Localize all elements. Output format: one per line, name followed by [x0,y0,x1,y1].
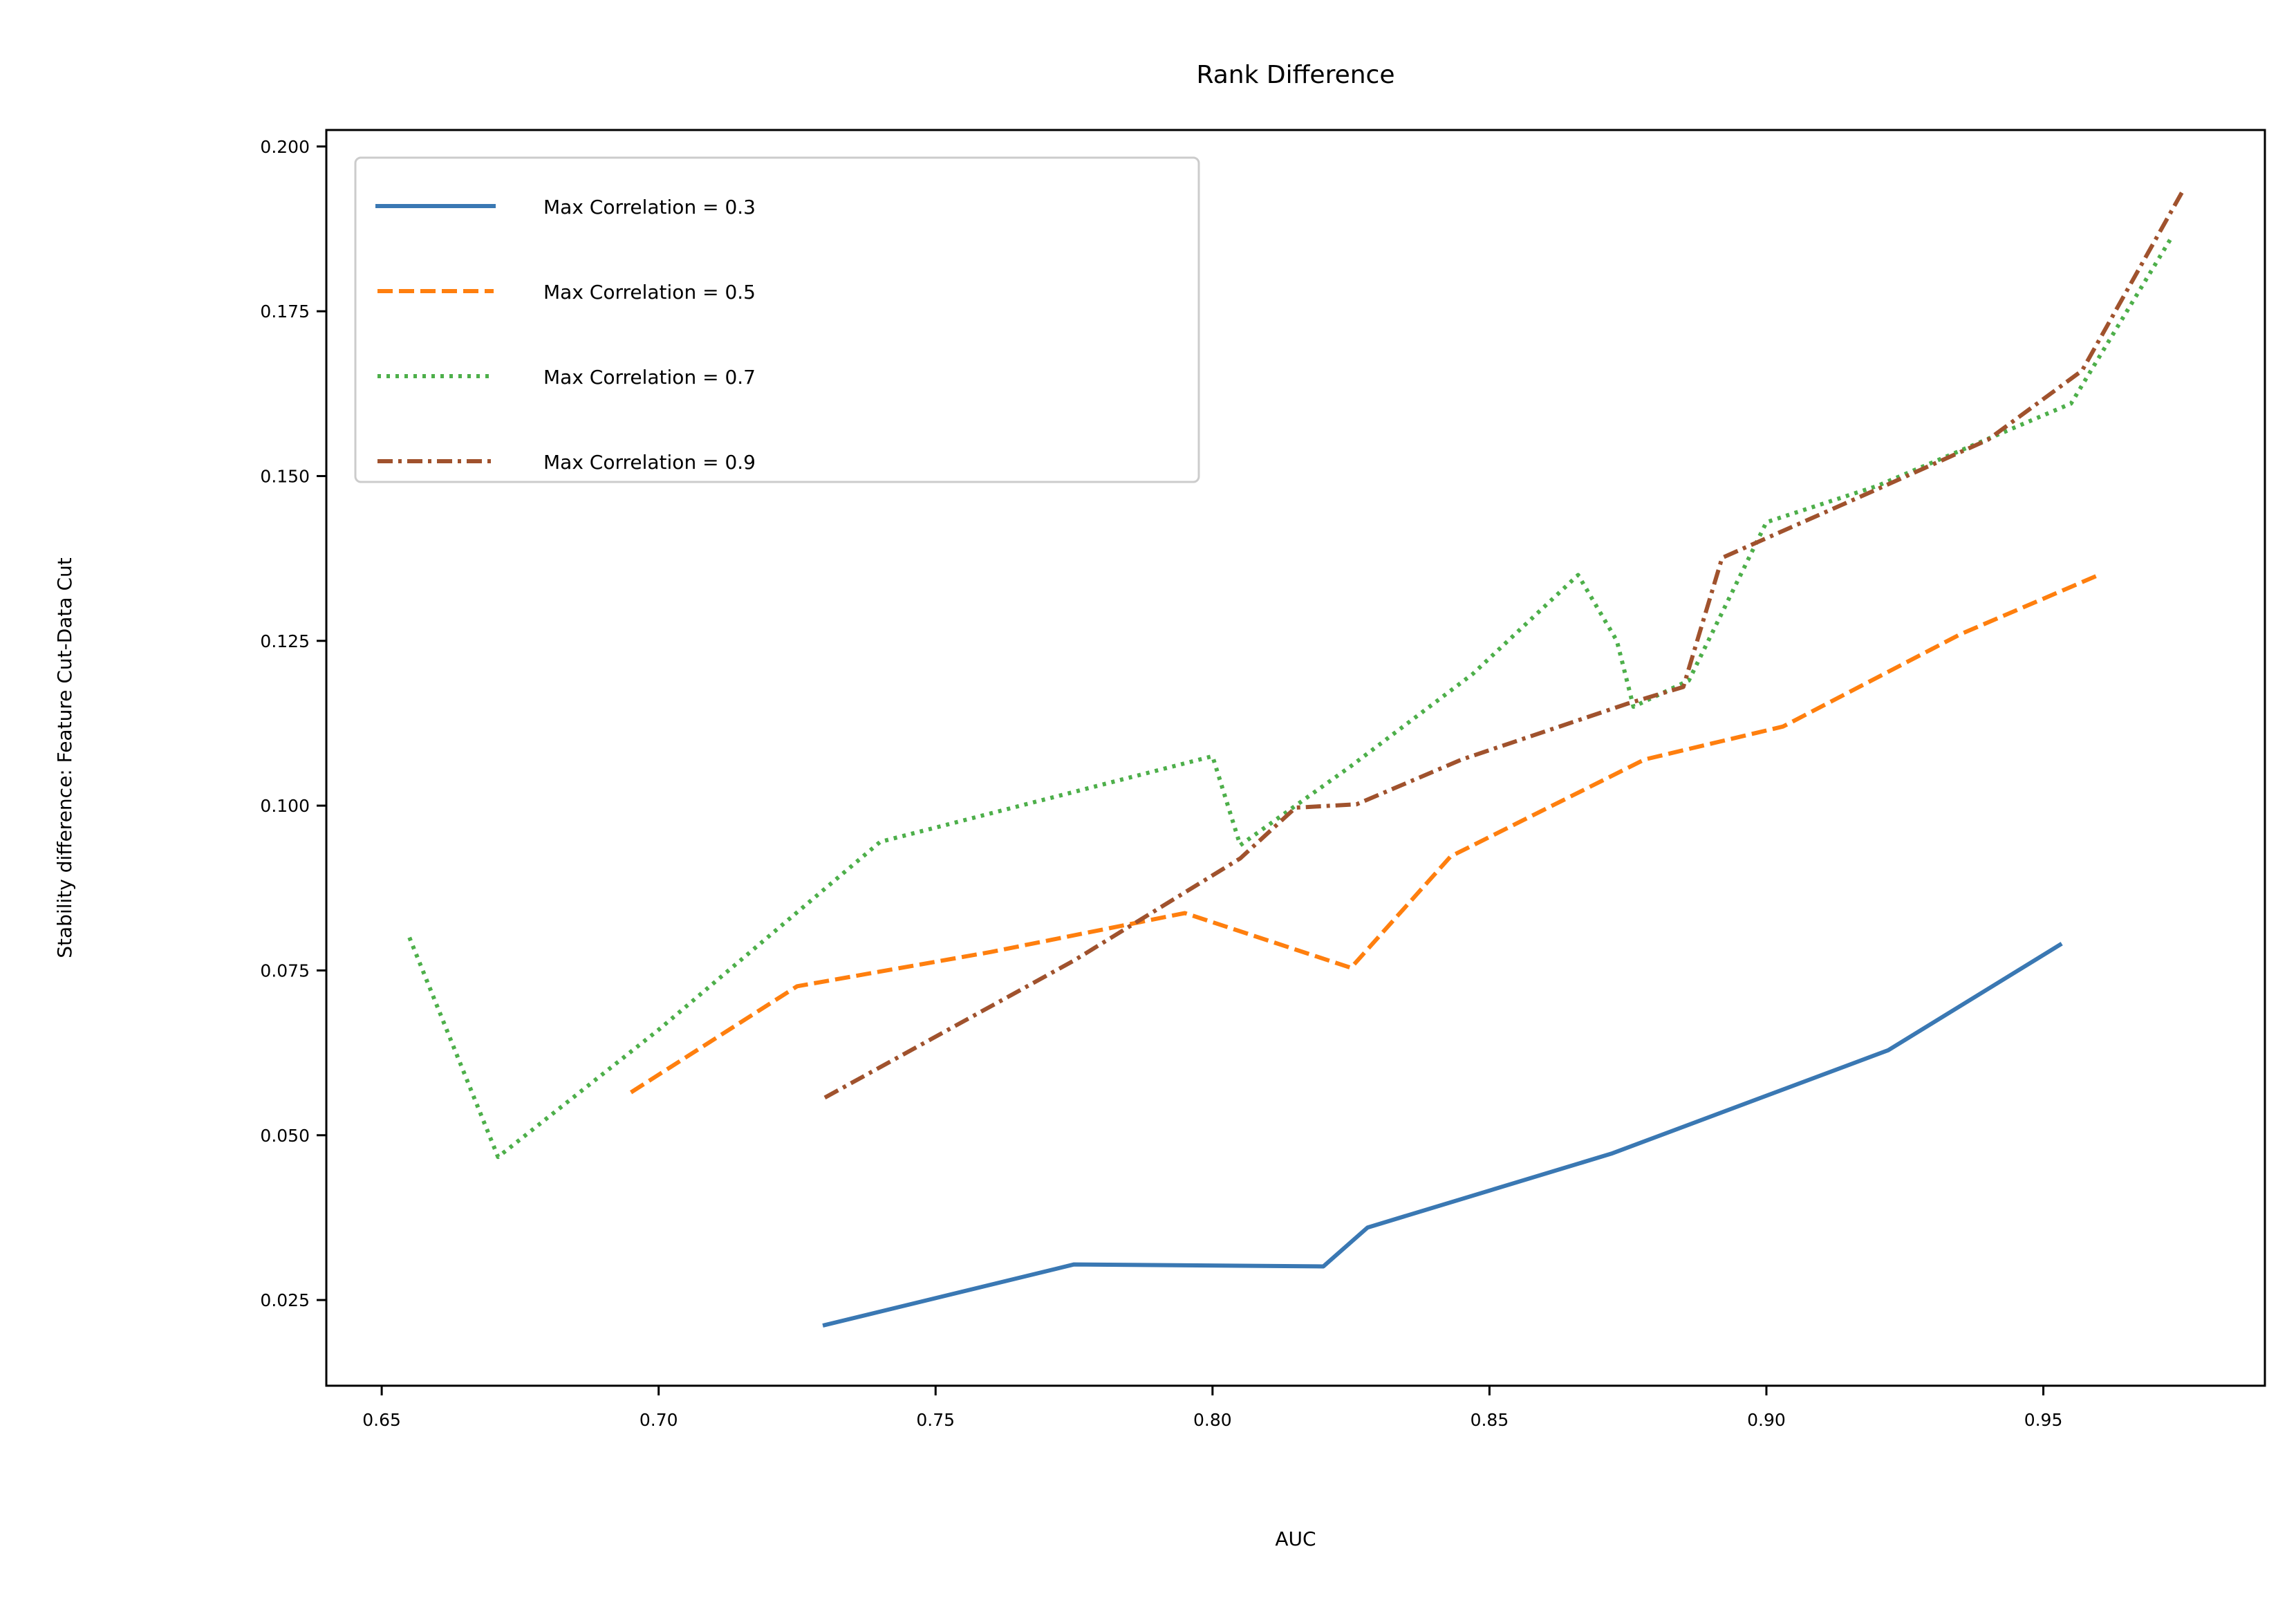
chart-title: Rank Difference [1197,61,1395,89]
plot-frame [325,129,2266,1387]
x-tick-label: 0.70 [640,1410,678,1430]
y-tick-label: 0.200 [260,137,310,157]
y-tick-label: 0.100 [260,796,310,816]
y-tick-label: 0.125 [260,631,310,651]
legend-label-3: Max Correlation = 0.7 [543,366,756,389]
x-tick-label: 0.65 [362,1410,401,1430]
y-tick-label: 0.150 [260,466,310,486]
x-tick-label: 0.75 [916,1410,955,1430]
series-line-1 [822,942,2063,1328]
y-tick-label: 0.075 [260,960,310,981]
y-axis-label: Stability difference: Feature Cut-Data C… [53,557,76,958]
y-axis-ticks: 0.025 0.050 0.075 0.100 0.125 0.150 0.175 0.200 [260,137,326,1310]
x-tick-label: 0.85 [1471,1410,1509,1430]
x-axis-ticks: 0.65 0.70 0.75 0.80 0.85 0.90 0.95 [362,1386,2062,1430]
legend-label-1: Max Correlation = 0.3 [543,196,756,219]
legend-box [354,156,1200,483]
y-tick-label: 0.175 [260,301,310,322]
x-tick-label: 0.95 [2024,1410,2063,1430]
series-layer [407,192,2184,1328]
legend-label-4: Max Correlation = 0.9 [543,451,756,474]
legend-label-2: Max Correlation = 0.5 [543,281,756,304]
x-tick-label: 0.90 [1747,1410,1786,1430]
series-line-3 [407,237,2173,1160]
series-line-2 [629,573,2100,1095]
x-axis-label: AUC [1275,1527,1316,1550]
y-tick-label: 0.050 [260,1126,310,1146]
series-line-4 [823,192,2184,1100]
y-tick-label: 0.025 [260,1290,310,1310]
legend: Max Correlation = 0.3 Max Correlation = 0… [354,156,1200,483]
x-tick-label: 0.80 [1193,1410,1232,1430]
